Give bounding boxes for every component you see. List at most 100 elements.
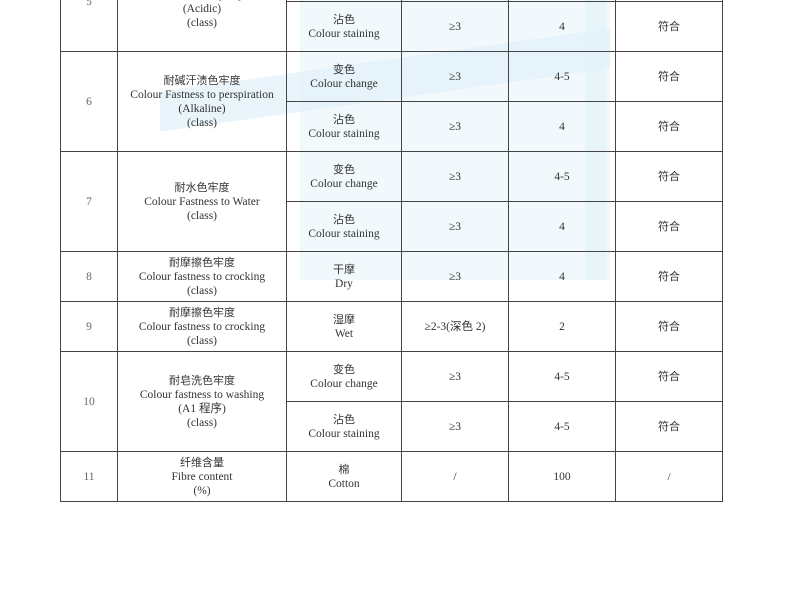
test-item: 耐碱汗渍色牢度 Colour Fastness to perspiration (A… xyxy=(117,51,287,152)
table-row: 6 耐碱汗渍色牢度 Colour Fastness to perspiration(… xyxy=(60,51,723,152)
test-item: 耐皂洗色牢度 Colour fastness to washing (A1 程序)(… xyxy=(117,351,287,452)
test-item: 耐摩擦色牢度 Colour fastness to crocking (class) xyxy=(117,251,287,302)
standard-value: ≥3 xyxy=(401,351,509,402)
test-result: 4 xyxy=(508,201,616,252)
conclusion: 符合 xyxy=(615,151,723,202)
standard-value: ≥3 xyxy=(401,51,509,102)
standard-value: ≥3 xyxy=(401,401,509,452)
sub-item-zh: 变色 xyxy=(333,63,355,76)
test-result: 4 xyxy=(508,101,616,152)
item-number: 10 xyxy=(60,351,118,452)
item-number: 6 xyxy=(60,51,118,152)
sub-item-en: Cotton xyxy=(328,477,360,490)
table-row: 7 耐水色牢度 Colour Fastness to Water (class) 变色 C… xyxy=(60,151,723,252)
test-result: 100 xyxy=(508,451,616,502)
test-item-line: (%) xyxy=(193,484,211,497)
sub-item-zh: 变色 xyxy=(333,363,355,376)
sub-item-en: Colour change xyxy=(310,377,378,390)
conclusion: 符合 xyxy=(615,1,723,52)
sub-item-zh: 湿摩 xyxy=(333,313,355,326)
item-number: 7 xyxy=(60,151,118,252)
standard-value: ≥3 xyxy=(401,251,509,302)
test-item-line: (class) xyxy=(186,416,217,429)
test-result: 4-5 xyxy=(508,401,616,452)
test-item: 耐水色牢度 Colour Fastness to Water (class) xyxy=(117,151,287,252)
table-row: 8 耐摩擦色牢度 Colour fastness to crocking (class… xyxy=(60,251,723,302)
sub-item: 沾色 Colour staining xyxy=(286,401,402,452)
test-item-line: Colour fastness to crocking xyxy=(138,320,266,333)
test-result: 4 xyxy=(508,1,616,52)
sub-item-zh: 干摩 xyxy=(333,263,355,276)
standard-value: ≥3 xyxy=(401,151,509,202)
standard-value: ≥3 xyxy=(401,1,509,52)
standard-value: / xyxy=(401,451,509,502)
table-row: 沾色 Colour staining ≥3 4 符合 xyxy=(61,201,723,252)
sub-item-zh: 沾色 xyxy=(333,413,355,426)
test-item-line: Fibre content xyxy=(171,470,233,483)
item-number: 5 xyxy=(60,0,118,52)
test-item-line: (class) xyxy=(186,209,217,222)
test-item-line: 纤维含量 xyxy=(180,456,224,469)
conclusion: 符合 xyxy=(615,301,723,352)
sub-item: 干摩 Dry xyxy=(286,251,402,302)
test-result: 4-5 xyxy=(508,51,616,102)
test-result: 4-5 xyxy=(508,351,616,402)
sub-item-en: Colour staining xyxy=(308,227,380,240)
sub-item: 沾色 Colour staining xyxy=(286,1,402,52)
sub-item-en: Colour staining xyxy=(308,27,380,40)
table-row: 沾色 Colour staining ≥3 4-5 符合 xyxy=(61,401,723,452)
test-item-line: Colour fastness to washing xyxy=(139,388,265,401)
table-row: 沾色 Colour staining ≥3 4 符合 xyxy=(61,101,723,152)
item-number: 11 xyxy=(60,451,118,502)
conclusion: / xyxy=(615,451,723,502)
standard-value: ≥2-3(深色 2) xyxy=(401,301,509,352)
test-results-table: 5耐酸汗渍色牢度Colour Fastness to perspiration(… xyxy=(60,0,723,502)
conclusion: 符合 xyxy=(615,351,723,402)
conclusion: 符合 xyxy=(615,251,723,302)
sub-item-zh: 棉 xyxy=(338,463,350,476)
test-item-line: 耐摩擦色牢度 xyxy=(169,306,235,319)
sub-item-zh: 变色 xyxy=(333,163,355,176)
table-row: 10 耐皂洗色牢度 Colour fastness to washing (A1 程序… xyxy=(60,351,723,452)
test-item-line: (Acidic) xyxy=(182,2,222,15)
test-item-line: Colour Fastness to perspiration xyxy=(130,88,274,101)
test-item: 耐酸汗渍色牢度Colour Fastness to perspiration(A… xyxy=(117,0,287,52)
sub-item: 棉 Cotton xyxy=(286,451,402,502)
sub-item-en: Colour change xyxy=(310,177,378,190)
test-item-line: (class) xyxy=(186,116,217,129)
test-item: 纤维含量 Fibre content (%) xyxy=(117,451,287,502)
test-item-line: 耐水色牢度 xyxy=(174,181,230,194)
conclusion: 符合 xyxy=(615,201,723,252)
standard-value: ≥3 xyxy=(401,201,509,252)
test-item-line: (class) xyxy=(186,334,217,347)
sub-item: 沾色 Colour staining xyxy=(286,101,402,152)
test-item-line: 耐皂洗色牢度 xyxy=(169,374,235,387)
test-item-line: (class) xyxy=(186,284,217,297)
table-row: 9 耐摩擦色牢度 Colour fastness to crocking (class… xyxy=(60,301,723,352)
test-item-line: Colour Fastness to Water xyxy=(144,195,260,208)
standard-value: ≥3 xyxy=(401,101,509,152)
test-result: 4 xyxy=(508,251,616,302)
test-item-line: Colour Fastness to perspiration xyxy=(118,0,286,2)
sub-item: 湿摩 Wet xyxy=(286,301,402,352)
test-result: 2 xyxy=(508,301,616,352)
conclusion: 符合 xyxy=(615,51,723,102)
sub-item-zh: 沾色 xyxy=(333,213,355,226)
test-item-line: Colour fastness to crocking xyxy=(138,270,266,283)
test-item-line: (Alkaline) xyxy=(178,102,226,115)
test-result: 4-5 xyxy=(508,151,616,202)
test-item-line: 耐碱汗渍色牢度 xyxy=(163,74,241,87)
table-row: 11 纤维含量 Fibre content (%) 棉 Cotton/100/ xyxy=(60,451,723,502)
sub-item-en: Colour staining xyxy=(308,127,380,140)
test-item-line: (A1 程序) xyxy=(178,402,226,415)
sub-item-zh: 沾色 xyxy=(333,13,355,26)
conclusion: 符合 xyxy=(615,401,723,452)
test-item-line: 耐摩擦色牢度 xyxy=(169,256,235,269)
sub-item-zh: 沾色 xyxy=(333,113,355,126)
test-item: 耐摩擦色牢度 Colour fastness to crocking (class) xyxy=(117,301,287,352)
sub-item-en: Colour staining xyxy=(308,427,380,440)
item-number: 9 xyxy=(60,301,118,352)
